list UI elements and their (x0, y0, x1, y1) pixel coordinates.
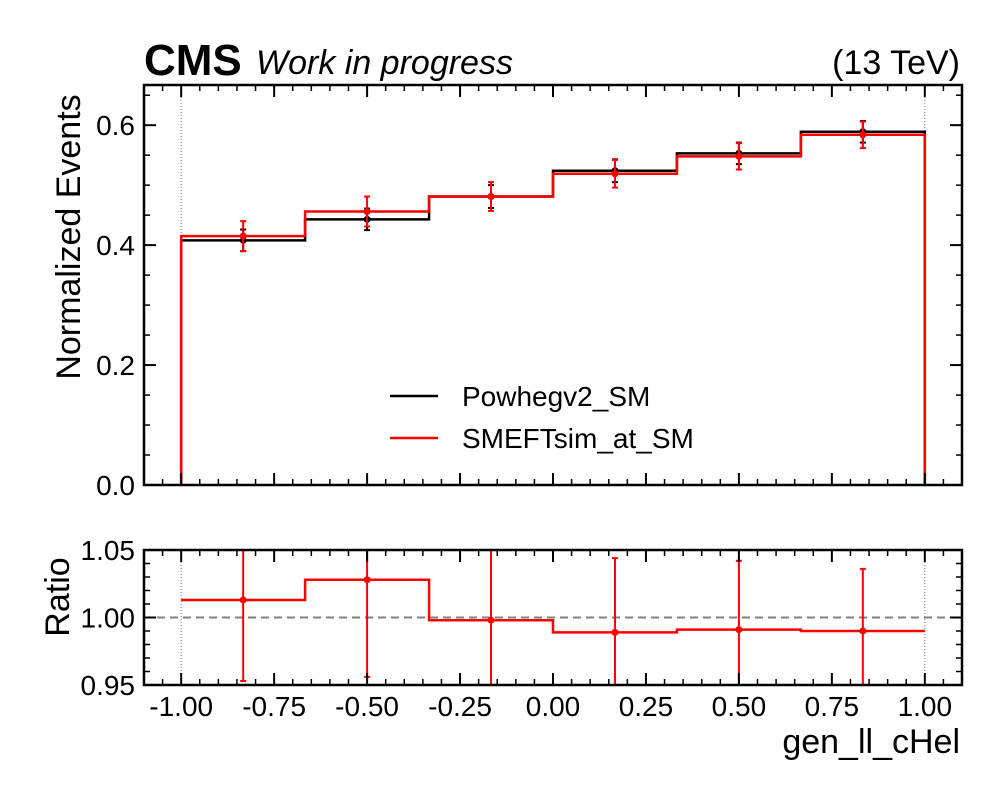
x-tick-label-7: 0.75 (805, 691, 860, 722)
main-series-line-1 (179, 133, 927, 485)
main-ytick-label-3: 0.6 (96, 110, 135, 141)
energy-label: (13 TeV) (832, 44, 960, 82)
ratio-point-0-2 (487, 616, 495, 624)
ratio-plot-frame (142, 548, 964, 687)
main-plot-frame (142, 83, 964, 487)
x-axis-label: gen_ll_cHel (782, 723, 960, 761)
ratio-y-axis-label: Ratio (39, 557, 77, 636)
ratio-point-0-0 (239, 596, 247, 604)
ratio-point-0-3 (611, 628, 619, 636)
main-point-1-3 (611, 170, 619, 178)
legend: Powhegv2_SM SMEFTsim_at_SM (390, 381, 694, 454)
main-ytick-label-2: 0.4 (96, 230, 135, 261)
main-ytick-label-1: 0.2 (96, 350, 135, 381)
x-tick-label-0: -1.00 (149, 691, 213, 722)
ratio-ytick-label-1: 1.00 (81, 603, 136, 634)
x-tick-label-2: -0.50 (335, 691, 399, 722)
main-point-1-4 (735, 152, 743, 160)
ratio-ytick-label-0: 0.95 (81, 670, 136, 701)
ratio-point-0-1 (363, 576, 371, 584)
main-panel: 0.0 0.2 0.4 0.6 Normalized Events Powhegv2_… (50, 83, 964, 501)
x-tick-label-6: 0.50 (712, 691, 767, 722)
main-point-1-1 (363, 208, 371, 216)
cms-label: CMS (144, 36, 242, 85)
main-y-axis-label: Normalized Events (50, 94, 88, 379)
main-point-1-0 (239, 232, 247, 240)
legend-label-1: SMEFTsim_at_SM (462, 423, 694, 454)
ratio-series-line-0 (181, 578, 925, 634)
legend-label-0: Powhegv2_SM (462, 381, 650, 412)
x-tick-label-4: 0.00 (526, 691, 581, 722)
x-tick-label-3: -0.25 (428, 691, 492, 722)
x-tick-label-5: 0.25 (619, 691, 674, 722)
ratio-panel: 0.95 1.00 1.05 -1.00 -0.75 -0.50 -0.25 0.00 0.2… (39, 535, 964, 761)
x-tick-label-1: -0.75 (242, 691, 306, 722)
ratio-ytick-label-2: 1.05 (81, 535, 136, 566)
main-point-1-2 (487, 193, 495, 201)
status-label: Work in progress (256, 44, 513, 82)
x-tick-label-8: 1.00 (898, 691, 953, 722)
main-point-1-5 (859, 131, 867, 139)
ratio-point-0-5 (859, 627, 867, 635)
main-ytick-label-0: 0.0 (96, 470, 135, 501)
ratio-point-0-4 (735, 626, 743, 634)
